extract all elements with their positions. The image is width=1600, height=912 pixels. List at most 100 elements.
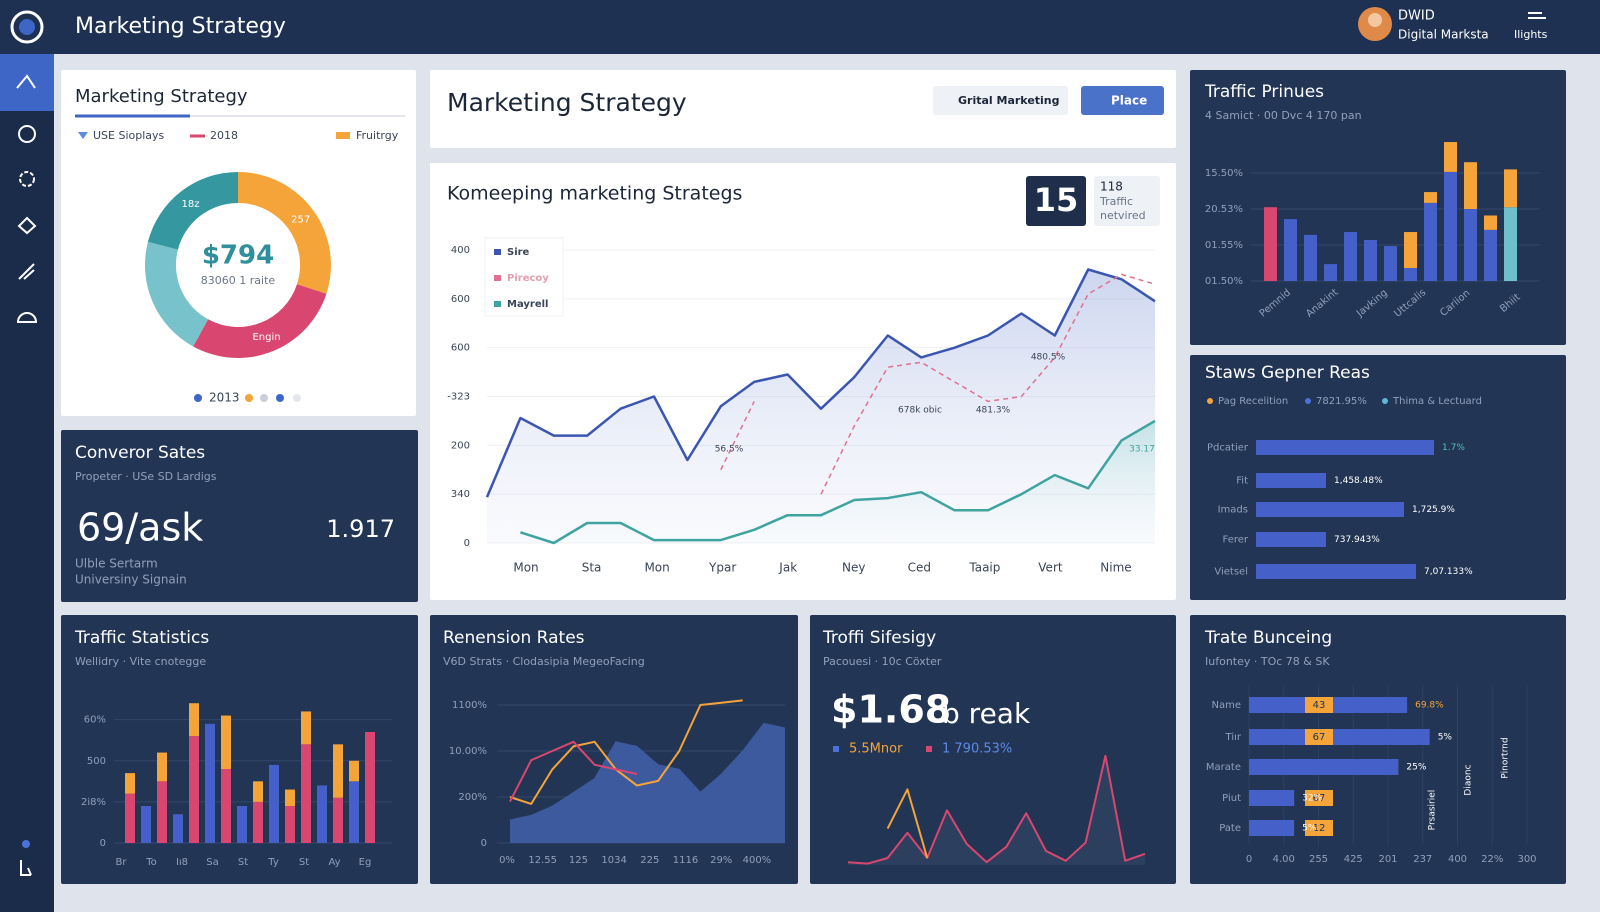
y-tick-label: -323 bbox=[447, 392, 470, 403]
bar bbox=[1404, 268, 1417, 281]
bar bbox=[1256, 532, 1326, 547]
icon-pen[interactable] bbox=[18, 263, 35, 280]
sidebar-active[interactable] bbox=[0, 54, 54, 111]
card-subtitle: Iufontey · TOc 78 & SK bbox=[1205, 655, 1330, 668]
x-tick-label: 237 bbox=[1413, 854, 1432, 865]
x-tick-label: 255 bbox=[1309, 854, 1328, 865]
x-tick-label: 12.55 bbox=[528, 855, 557, 866]
bar-top bbox=[253, 781, 263, 802]
bar-top bbox=[157, 752, 167, 782]
y-tick-label: 0 bbox=[100, 838, 106, 849]
y-tick-label: 1100% bbox=[452, 700, 487, 711]
legend-label: Fruitrgy bbox=[356, 129, 399, 142]
x-tick-label: 22% bbox=[1481, 854, 1503, 865]
segment-label: 257 bbox=[291, 214, 310, 225]
card-title: Staws Gepner Reas bbox=[1205, 363, 1370, 383]
bar bbox=[1256, 440, 1434, 455]
card-title: Traffic Prinues bbox=[1204, 82, 1324, 102]
bar-top bbox=[125, 773, 135, 794]
x-tick-label: 125 bbox=[569, 855, 588, 866]
button-label: Place bbox=[1111, 94, 1147, 108]
y-tick-label: 0 bbox=[464, 538, 470, 549]
x-tick-label: 29% bbox=[710, 855, 732, 866]
icon-cloud[interactable] bbox=[16, 312, 38, 323]
icon-menu[interactable] bbox=[1528, 12, 1546, 19]
donut-segment bbox=[238, 172, 331, 294]
bar-top bbox=[189, 703, 199, 737]
button-primary[interactable] bbox=[1081, 86, 1164, 115]
bar bbox=[1256, 564, 1416, 579]
bar-label: Tiır bbox=[1225, 732, 1242, 743]
icon-home[interactable] bbox=[16, 74, 36, 89]
legend-label: 1 790.53% bbox=[942, 742, 1012, 757]
bar-top bbox=[221, 715, 231, 769]
bar bbox=[1484, 229, 1497, 281]
legend-marker bbox=[336, 132, 350, 139]
kpi-suffix: b reak bbox=[942, 697, 1031, 730]
bar bbox=[1264, 207, 1277, 281]
bar-label: Name bbox=[1211, 700, 1241, 711]
pager-dot[interactable] bbox=[293, 394, 301, 402]
badge-value: 15 bbox=[1034, 181, 1079, 219]
bar-label: Piut bbox=[1222, 793, 1241, 804]
icon-tag[interactable] bbox=[17, 216, 37, 235]
icon-logout[interactable] bbox=[20, 860, 32, 876]
card-subtitle: Pacouesi · 10c Cöxter bbox=[823, 655, 942, 668]
bar-top bbox=[301, 711, 311, 745]
logo[interactable] bbox=[10, 10, 44, 44]
legend-label: Pirecoy bbox=[507, 273, 549, 284]
icon-clock[interactable] bbox=[18, 125, 36, 143]
bar-top bbox=[1404, 232, 1417, 269]
kpi-value: 69/ask bbox=[77, 506, 203, 550]
x-tick-label: 425 bbox=[1344, 854, 1363, 865]
legend-label: Mayrell bbox=[507, 299, 548, 310]
card-title: Komeeping marketing Strategs bbox=[447, 183, 742, 205]
bar bbox=[1284, 219, 1297, 281]
y-tick-label: 10.00% bbox=[449, 746, 487, 757]
x-tick-label: Ay bbox=[328, 857, 340, 868]
x-tick-label: 1034 bbox=[601, 855, 626, 866]
y-tick-label: 0 bbox=[481, 838, 487, 849]
x-tick-label: Br bbox=[116, 857, 128, 868]
legend-marker bbox=[78, 132, 88, 139]
annotation: 481.3% bbox=[976, 406, 1011, 416]
bar bbox=[141, 806, 151, 843]
bar bbox=[1249, 790, 1295, 806]
y-tick-label: 20.53% bbox=[1205, 204, 1243, 215]
button[interactable] bbox=[933, 86, 1068, 115]
y-tick-label: 60% bbox=[84, 715, 106, 726]
bar-tag bbox=[1305, 790, 1333, 806]
pager-dot[interactable] bbox=[260, 394, 268, 402]
annotation: 56.5% bbox=[715, 445, 744, 455]
action-label[interactable]: Ilights bbox=[1514, 28, 1548, 41]
bar-note: 7,07.133% bbox=[1424, 567, 1473, 577]
x-tick-label: St bbox=[299, 857, 309, 868]
pager-dot[interactable] bbox=[194, 394, 202, 402]
kpi-value: $1.68 bbox=[831, 688, 951, 732]
card-title: Traffic Statistics bbox=[74, 628, 209, 648]
donut-segment bbox=[144, 241, 209, 347]
pager-dot[interactable] bbox=[245, 394, 253, 402]
line-series bbox=[720, 401, 755, 471]
legend-label: 5.5Mnor bbox=[849, 742, 903, 757]
x-tick-label: 0% bbox=[499, 855, 515, 866]
pager-dot[interactable] bbox=[276, 394, 284, 402]
bar bbox=[333, 797, 343, 843]
legend-label: Sire bbox=[507, 247, 530, 258]
legend-swatch bbox=[926, 746, 932, 752]
x-tick-label: Sa bbox=[206, 857, 218, 868]
x-tick-label: 225 bbox=[640, 855, 659, 866]
bar-tag-label: 43 bbox=[1313, 700, 1326, 711]
legend-dot bbox=[1382, 398, 1388, 404]
x-tick-label: Eg bbox=[359, 857, 372, 868]
card-subtitle: 4 Samict · 00 Dvc 4 170 pan bbox=[1205, 109, 1362, 122]
bar-tag-label: 12 bbox=[1313, 823, 1326, 834]
x-tick-label: 400 bbox=[1448, 854, 1467, 865]
bar-top bbox=[1504, 169, 1517, 208]
icon-settings[interactable] bbox=[19, 171, 35, 187]
y-tick-label: 600 bbox=[451, 343, 470, 354]
bar-note: 5% bbox=[1302, 824, 1317, 834]
app-title: Marketing Strategy bbox=[75, 14, 286, 39]
bar bbox=[1424, 202, 1437, 281]
